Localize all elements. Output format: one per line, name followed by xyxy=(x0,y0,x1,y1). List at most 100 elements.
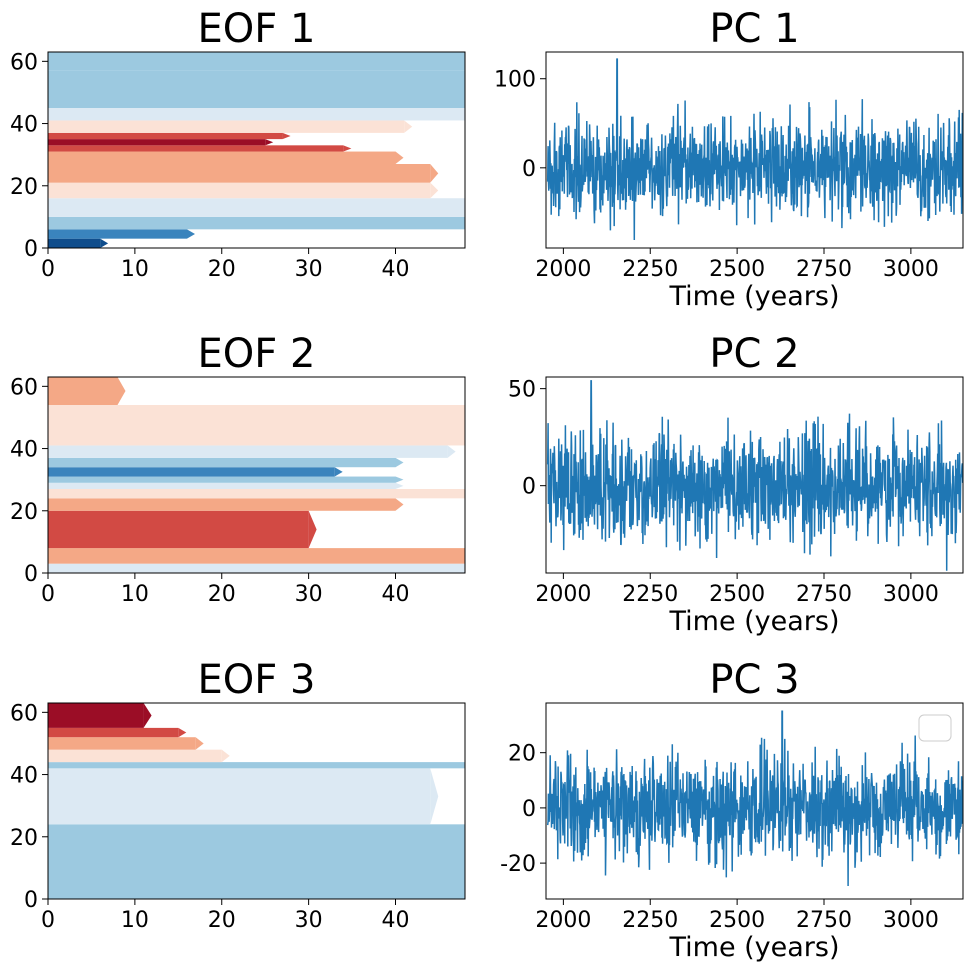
contour-band xyxy=(48,498,396,511)
axes-frame xyxy=(47,51,466,249)
x-tick-label: 2750 xyxy=(796,582,852,607)
contour-band xyxy=(48,216,465,230)
contour-band xyxy=(48,445,448,458)
contour-edge xyxy=(221,749,230,763)
y-tick-label: 0 xyxy=(522,475,536,500)
contour-band xyxy=(48,824,465,871)
contour-band xyxy=(48,871,465,899)
axes-frame xyxy=(545,51,964,249)
legend-box xyxy=(918,714,952,742)
x-tick-label: 2750 xyxy=(796,908,852,933)
pc-series-line xyxy=(546,380,964,571)
contour-band xyxy=(48,377,118,405)
contour-edge xyxy=(178,727,187,738)
eof-panel-3: EOF 3 0 10 20 30 40 0 20 40 60 xyxy=(10,657,466,933)
x-tick-label: 30 xyxy=(295,908,323,933)
contour-edge xyxy=(447,445,456,458)
contour-edge xyxy=(395,482,404,489)
contour-band xyxy=(48,108,465,121)
contour-band xyxy=(48,164,431,183)
contour-edge xyxy=(195,737,204,750)
contour-edge xyxy=(282,132,291,140)
x-tick-label: 40 xyxy=(382,582,410,607)
contour-edge xyxy=(117,377,126,405)
panel-title: EOF 1 xyxy=(198,6,316,52)
x-tick-label: 2500 xyxy=(709,582,765,607)
contour-band xyxy=(48,182,431,199)
contour-band xyxy=(48,563,465,573)
contour-band xyxy=(48,238,101,248)
y-tick-label: 60 xyxy=(10,701,38,726)
axes-frame xyxy=(545,702,964,900)
contour-band xyxy=(48,749,222,763)
contour-band xyxy=(48,762,465,769)
contour-band xyxy=(48,737,196,750)
contour-edge xyxy=(343,145,352,152)
panel-title: PC 2 xyxy=(709,331,799,377)
y-tick-label: 100 xyxy=(494,68,536,93)
x-tick-label: 2500 xyxy=(709,257,765,282)
contour-band xyxy=(48,132,283,140)
y-tick-label: 50 xyxy=(508,378,536,403)
x-tick-label: 20 xyxy=(208,908,236,933)
x-tick-label: 2000 xyxy=(535,257,591,282)
x-tick-label: 3000 xyxy=(883,908,939,933)
contour-band xyxy=(48,510,309,549)
contour-edge xyxy=(404,120,413,133)
y-tick-label: 40 xyxy=(10,113,38,138)
contour-edge xyxy=(430,768,439,825)
x-tick-label: 20 xyxy=(208,582,236,607)
x-tick-label: 3000 xyxy=(883,257,939,282)
axes-frame xyxy=(545,376,964,574)
contour-edge xyxy=(100,238,109,248)
contour-edge xyxy=(308,510,317,549)
contour-band xyxy=(48,229,187,239)
eof-panel-1: EOF 1 0 10 20 30 40 0 20 40 60 xyxy=(10,6,466,282)
eof-panel-2: EOF 2 0 10 20 30 40 0 20 40 60 xyxy=(10,331,466,607)
contour-edge xyxy=(430,182,439,199)
contour-band xyxy=(48,703,144,728)
x-tick-label: 30 xyxy=(295,582,323,607)
contour-band xyxy=(48,482,396,489)
x-tick-label: 10 xyxy=(121,257,149,282)
y-tick-label: 0 xyxy=(24,237,38,262)
contour-band xyxy=(48,727,179,738)
contour-edge xyxy=(395,498,404,511)
y-tick-label: 20 xyxy=(10,826,38,851)
y-tick-label: 20 xyxy=(10,175,38,200)
y-tick-label: 0 xyxy=(522,157,536,182)
x-tick-label: 40 xyxy=(382,257,410,282)
panel-title: PC 1 xyxy=(709,6,799,52)
x-tick-label: 3000 xyxy=(883,582,939,607)
pc-panel-1: PC 1 2000 2250 2500 2750 3000 0 100 Time (years) xyxy=(494,6,964,312)
x-tick-label: 30 xyxy=(295,257,323,282)
y-tick-label: 40 xyxy=(10,764,38,789)
y-tick-label: 40 xyxy=(10,438,38,463)
x-tick-label: 2750 xyxy=(796,257,852,282)
x-axis-label: Time (years) xyxy=(668,281,839,312)
y-tick-label: 20 xyxy=(10,500,38,525)
y-tick-label: 60 xyxy=(10,375,38,400)
panel-title: PC 3 xyxy=(709,657,799,703)
x-tick-label: 2000 xyxy=(535,908,591,933)
contour-band xyxy=(48,151,396,164)
x-tick-label: 10 xyxy=(121,908,149,933)
x-tick-label: 20 xyxy=(208,257,236,282)
contour-band xyxy=(48,489,465,499)
y-tick-label: 0 xyxy=(522,797,536,822)
x-tick-label: 40 xyxy=(382,908,410,933)
x-tick-label: 10 xyxy=(121,582,149,607)
pc-series-line xyxy=(546,58,964,241)
y-tick-label: 20 xyxy=(508,742,536,767)
contour-band xyxy=(48,120,405,133)
x-axis-label: Time (years) xyxy=(668,606,839,637)
contour-edge xyxy=(395,476,404,483)
contour-band xyxy=(48,139,266,146)
x-tick-label: 0 xyxy=(41,908,55,933)
x-tick-label: 2500 xyxy=(709,908,765,933)
x-tick-label: 2250 xyxy=(622,257,678,282)
contour-band xyxy=(48,70,465,108)
contour-edge xyxy=(143,703,152,728)
x-tick-label: 2250 xyxy=(622,908,678,933)
y-tick-label: -20 xyxy=(500,852,536,877)
